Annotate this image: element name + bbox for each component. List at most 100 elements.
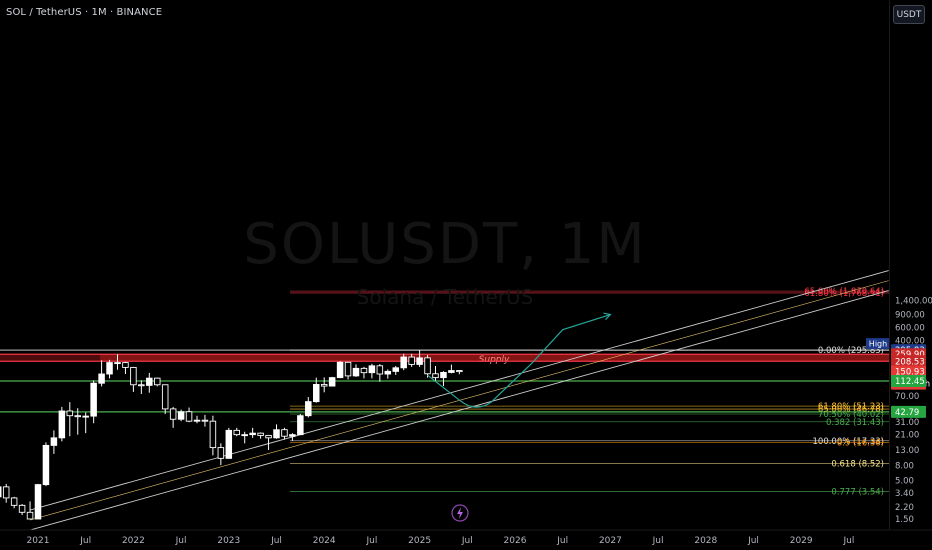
candle-body	[66, 410, 74, 417]
fib-level-label: 0.00% (295.83)	[818, 346, 884, 356]
candle-body	[313, 383, 320, 403]
y-axis-tick-label: 1.50	[895, 515, 914, 525]
y-axis-tick-label: 1,400.00	[895, 296, 932, 306]
y-axis-tick-label: 400.00	[895, 336, 925, 346]
candle-body	[42, 444, 50, 486]
x-axis-tick-label: 2022	[122, 536, 145, 546]
candle-body	[408, 356, 415, 365]
channel-line	[29, 290, 889, 531]
x-axis-tick-label: Jul	[365, 536, 377, 546]
candle-body	[209, 420, 217, 449]
candle-body	[241, 434, 248, 437]
candle-body	[217, 447, 225, 459]
candle-body	[90, 382, 97, 417]
candle-body	[161, 384, 169, 410]
candle-body	[34, 484, 42, 520]
y-axis-tick-label: 3.40	[895, 489, 914, 499]
projection-arrowhead	[603, 312, 612, 321]
y-axis-tick-label: 8.00	[895, 461, 914, 471]
fib-level-label: 61.80% (1,768.51)	[804, 289, 884, 299]
candle-body	[416, 357, 423, 365]
candle-body	[281, 429, 288, 437]
fib-level-label: 0.618 (8.52)	[831, 459, 884, 469]
candle-body	[130, 366, 137, 386]
candle-body	[138, 384, 145, 387]
y-axis-tick-label: 600.00	[895, 323, 925, 333]
candle-body	[233, 429, 240, 436]
price-tag-label: High	[869, 340, 887, 349]
supply-zone-label: Supply	[479, 355, 510, 365]
lightning-icon-bolt	[457, 507, 463, 519]
price-tag-bg	[891, 365, 926, 378]
candle-body	[384, 370, 392, 375]
fib-level-label: 61.80% (51.23)	[818, 402, 884, 412]
candle-body	[297, 415, 304, 436]
price-tag-bg	[891, 355, 926, 368]
candle-body	[26, 511, 34, 520]
x-axis-tick-label: Jul	[747, 536, 759, 546]
x-axis-tick-label: 2028	[694, 536, 717, 546]
candle-body	[424, 357, 431, 375]
candle-body	[177, 411, 185, 420]
candle-body	[352, 367, 360, 377]
price-tag-label: 42.79	[895, 408, 919, 418]
fib-level-label: 0.5 (16.36)	[837, 439, 884, 449]
candle-body	[440, 371, 447, 379]
symbol-title[interactable]: SOL / TetherUS · 1M · BINANCE	[6, 7, 163, 18]
y-axis-tick-label: 2.20	[895, 503, 914, 513]
x-axis-tick-label: Jul	[175, 536, 187, 546]
x-axis-tick-label: Jul	[652, 536, 664, 546]
candle-body	[289, 434, 296, 437]
fib-level-label: 70.50% (40.02)	[818, 410, 884, 420]
candle-body	[360, 367, 368, 374]
x-axis-tick-label: 2029	[790, 536, 813, 546]
candle-body	[305, 401, 312, 417]
price-axis-separator	[889, 0, 890, 530]
y-axis-tick-label: 13.00	[895, 446, 919, 456]
channel-line	[29, 270, 889, 511]
projection-path	[427, 313, 611, 408]
x-axis-tick-label: 2025	[408, 536, 431, 546]
candle-body	[2, 486, 10, 499]
candle-body	[114, 362, 121, 365]
fib-level-label: 100.00% (17.33)	[813, 437, 885, 447]
lightning-icon	[451, 504, 469, 522]
candle-body	[225, 429, 233, 459]
candle-body	[400, 356, 407, 369]
candle-body	[193, 419, 201, 422]
candle-body	[18, 504, 26, 513]
currency-button[interactable]: USDT	[893, 5, 925, 24]
candle-body	[82, 415, 89, 418]
candle-body	[169, 408, 177, 420]
price-tag-bg	[891, 405, 926, 418]
price-tag-label: 259.90	[895, 350, 925, 360]
candle-body	[376, 365, 384, 375]
x-axis-tick-label: 2021	[27, 536, 50, 546]
candle-body	[328, 377, 336, 387]
candle-body	[0, 486, 2, 498]
x-axis-tick-label: Jul	[556, 536, 568, 546]
x-axis-tick-label: Jul	[842, 536, 854, 546]
candle-body	[368, 365, 376, 374]
x-axis-tick-label: Jul	[461, 536, 473, 546]
x-axis-tick-label: Jul	[79, 536, 91, 546]
candle-body	[106, 362, 113, 375]
candle-body	[50, 437, 58, 446]
price-tag-label: 150.93	[895, 368, 925, 378]
candle-body	[122, 362, 129, 368]
candle-body	[336, 361, 344, 379]
candle-body	[456, 370, 463, 373]
fib-level-label: 65.00% (46.78)	[818, 405, 884, 415]
candle-body	[320, 383, 328, 387]
candle-body	[392, 367, 400, 372]
x-axis-tick-label: 2026	[504, 536, 527, 546]
x-axis-tick-label: Jul	[270, 536, 282, 546]
candle-body	[265, 434, 272, 439]
candle-body	[257, 432, 264, 436]
fib-level-label: 65.00% (1,870.64)	[804, 287, 884, 297]
candle-body	[448, 370, 455, 373]
fib-level-label: 0.777 (3.54)	[831, 488, 884, 498]
candle-body	[201, 419, 209, 422]
